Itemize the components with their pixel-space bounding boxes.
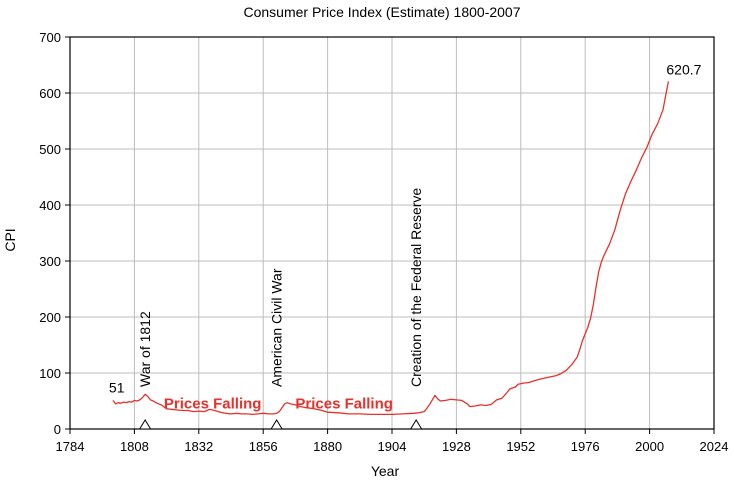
y-tick-label: 400 [39, 198, 61, 213]
period-label: Prices Falling [295, 395, 393, 412]
x-tick-label: 1832 [184, 439, 213, 454]
x-tick-label: 2000 [635, 439, 664, 454]
y-tick-label: 600 [39, 86, 61, 101]
event-marker-triangle [138, 419, 152, 430]
series-group [112, 81, 670, 416]
event-marker-triangle [270, 419, 284, 430]
x-axis-label: Year [371, 463, 400, 479]
axis-ticks: 0 100 200 300 400 500 600 700 1784 1808 1832 1856 18… [39, 30, 728, 454]
event-marker-triangle [409, 419, 423, 430]
series-line-cpi [112, 81, 670, 416]
y-tick-label: 500 [39, 142, 61, 157]
x-tick-label: 2024 [700, 439, 729, 454]
x-tick-label: 1904 [378, 439, 407, 454]
period-label: Prices Falling [164, 395, 262, 412]
x-tick-label: 1856 [249, 439, 278, 454]
end-value-label: 620.7 [666, 61, 701, 77]
x-tick-label: 1952 [506, 439, 535, 454]
y-tick-label: 700 [39, 30, 61, 45]
x-tick-label: 1976 [571, 439, 600, 454]
x-tick-label: 1880 [313, 439, 342, 454]
x-tick-label: 1784 [56, 439, 85, 454]
y-tick-label: 100 [39, 366, 61, 381]
y-tick-label: 0 [54, 422, 61, 437]
annotations: 51 620.7 War of 1812 American Civil War Crea… [109, 61, 702, 430]
chart-title: Consumer Price Index (Estimate) 1800-200… [243, 4, 520, 20]
event-label: War of 1812 [137, 311, 153, 387]
event-label: American Civil War [269, 268, 285, 387]
start-value-label: 51 [109, 379, 125, 395]
y-tick-label: 300 [39, 254, 61, 269]
event-label: Creation of the Federal Reserve [408, 188, 424, 387]
y-tick-label: 200 [39, 310, 61, 325]
x-tick-label: 1928 [442, 439, 471, 454]
x-tick-label: 1808 [120, 439, 149, 454]
y-axis-label: CPI [2, 228, 18, 251]
